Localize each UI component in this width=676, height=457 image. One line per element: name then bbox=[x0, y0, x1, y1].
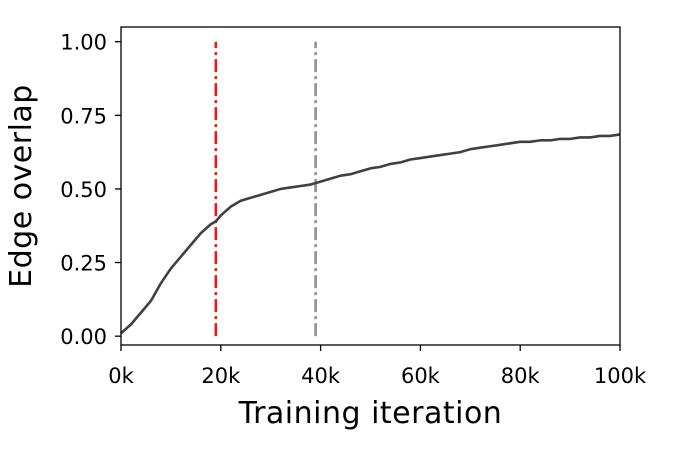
marker-lines bbox=[214, 41, 317, 337]
x-tick-label: 20k bbox=[201, 364, 241, 388]
y-tick-label: 0.25 bbox=[60, 252, 107, 276]
y-tick-label: 0.00 bbox=[60, 325, 107, 349]
y-axis-ticks: 0.00 0.25 0.50 0.75 1.00 bbox=[60, 31, 121, 349]
series-line-1 bbox=[120, 133, 621, 335]
x-tick-label: 40k bbox=[301, 364, 341, 388]
plot-frame bbox=[120, 26, 621, 346]
y-tick-label: 0.75 bbox=[60, 104, 107, 128]
y-tick-label: 0.50 bbox=[60, 178, 107, 202]
x-tick-label: 60k bbox=[401, 364, 441, 388]
y-tick-label: 1.00 bbox=[60, 31, 107, 55]
series-layer bbox=[120, 133, 621, 335]
y-axis-title: Edge overlap bbox=[4, 84, 39, 288]
x-axis-ticks: 0k 20k 40k 60k 80k 100k bbox=[108, 345, 647, 388]
x-tick-label: 0k bbox=[108, 364, 134, 388]
x-tick-label: 100k bbox=[594, 364, 647, 388]
x-tick-label: 80k bbox=[501, 364, 541, 388]
x-axis-title: Training iteration bbox=[238, 396, 503, 431]
